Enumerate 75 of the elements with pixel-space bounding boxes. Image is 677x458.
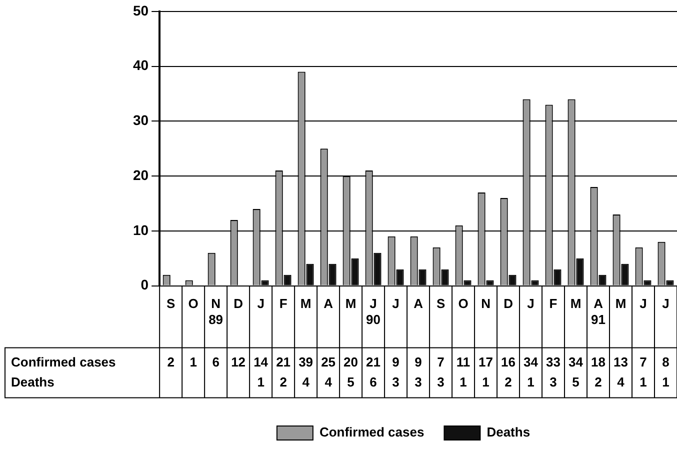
x-tick-label: M (300, 296, 312, 312)
x-tick-label: J 90 (366, 296, 381, 327)
data-label: 33 (546, 354, 560, 370)
data-label: 2 (167, 354, 174, 370)
data-label: 11 (456, 354, 470, 370)
y-tick-label: 30 (132, 112, 149, 128)
x-tick-label: J (257, 296, 264, 312)
data-label: 17 (478, 354, 494, 370)
data-label: 13 (614, 354, 628, 370)
x-tick-label: D (504, 296, 513, 312)
data-label: 3 (437, 374, 444, 390)
y-tick-label: 50 (132, 2, 149, 18)
data-label: 20 (344, 354, 358, 370)
data-label: 1 (257, 374, 264, 390)
legend-label: Deaths (486, 424, 530, 440)
data-label: 34 (568, 354, 584, 370)
data-label: 7 (437, 354, 444, 370)
data-label: 1 (190, 354, 197, 370)
data-label: 5 (572, 374, 580, 390)
data-label: 16 (501, 354, 516, 370)
data-label: 21 (366, 354, 381, 370)
data-label: 4 (302, 374, 310, 390)
data-label: 3 (414, 374, 422, 390)
data-label: 25 (321, 354, 336, 370)
data-label: 7 (640, 354, 647, 370)
x-tick-label: J (662, 296, 670, 312)
data-label: 6 (212, 354, 220, 370)
y-tick-label: 0 (140, 276, 149, 293)
x-tick-label: O (188, 296, 198, 312)
data-label: 12 (231, 354, 246, 370)
x-tick-label: J (392, 296, 400, 312)
x-tick-label: J (527, 296, 534, 312)
data-label: 1 (527, 374, 534, 390)
y-tick-label: 10 (132, 222, 149, 238)
x-tick-label: F (549, 296, 558, 312)
data-label: 18 (591, 354, 606, 370)
data-label: 2 (594, 374, 602, 390)
data-label: 6 (370, 374, 377, 390)
data-label: 2 (504, 374, 512, 390)
data-label: 9 (414, 354, 422, 370)
data-label: 1 (460, 374, 467, 390)
y-tick-label: 20 (132, 166, 149, 183)
data-label: 3 (392, 374, 400, 390)
data-label: 1 (662, 374, 670, 390)
data-label: 34 (524, 354, 539, 370)
x-tick-label: A (324, 296, 334, 312)
x-tick-label: M (615, 296, 626, 312)
text: Confirmed cases (11, 354, 116, 370)
data-label: 1 (482, 374, 490, 390)
data-label: 2 (280, 374, 287, 390)
x-tick-label: N 89 (208, 296, 224, 327)
text: Deaths (11, 374, 54, 390)
x-tick-label: O (458, 296, 468, 312)
legend-label: Confirmed cases (319, 424, 424, 440)
x-tick-label: N (481, 296, 490, 312)
x-tick-label: S (166, 296, 176, 312)
data-label: 4 (617, 374, 626, 390)
y-tick-label: 40 (132, 57, 149, 74)
data-label: 21 (276, 354, 291, 370)
x-tick-label: F (279, 296, 288, 312)
data-label: 14 (254, 354, 269, 370)
x-tick-label: A (414, 296, 424, 312)
data-label: 5 (347, 374, 354, 390)
x-tick-label: A 91 (591, 296, 606, 327)
x-tick-label: M (345, 296, 356, 312)
x-tick-label: J (640, 296, 647, 312)
data-label: 3 (550, 374, 557, 390)
data-label: 1 (640, 374, 647, 390)
x-tick-label: D (234, 296, 244, 312)
data-label: 8 (662, 354, 670, 370)
data-label: 39 (298, 354, 314, 370)
data-label: 4 (324, 374, 333, 390)
data-label: 9 (392, 354, 400, 370)
x-tick-label: M (570, 296, 582, 312)
x-tick-label: S (436, 296, 446, 312)
